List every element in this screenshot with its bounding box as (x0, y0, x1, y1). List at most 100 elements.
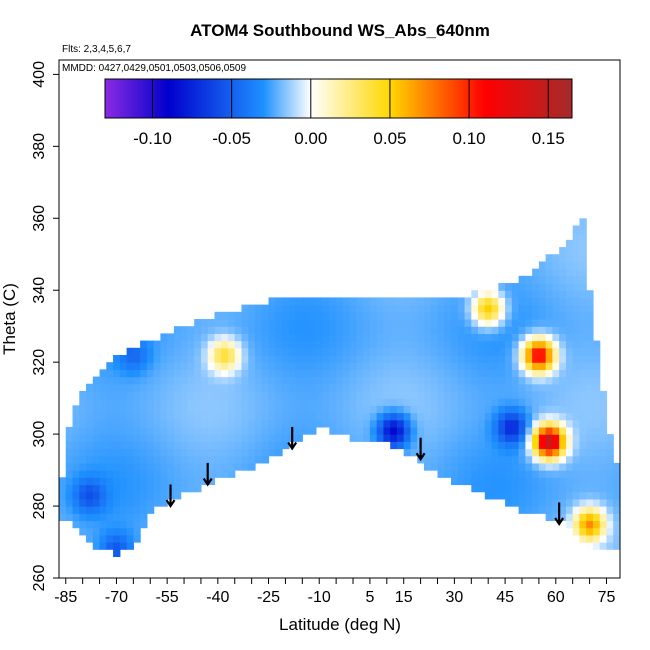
heatmap-cell (592, 434, 601, 442)
heatmap-cell (430, 455, 439, 464)
heatmap-cell (106, 462, 114, 471)
heatmap-cell (423, 369, 432, 378)
heatmap-cell (207, 340, 216, 349)
heatmap-cell (248, 405, 256, 414)
heatmap-cell (592, 376, 601, 385)
heatmap-cell (532, 376, 540, 385)
heatmap-cell (153, 434, 161, 442)
heatmap-cell (227, 398, 236, 406)
heatmap-cell (72, 448, 80, 457)
heatmap-cell (160, 484, 168, 493)
heatmap-cell (65, 434, 74, 442)
heatmap-cell (79, 477, 87, 486)
heatmap-cell (484, 419, 493, 428)
heatmap-cell (579, 362, 587, 370)
heatmap-cell (505, 297, 513, 306)
heatmap-cell (65, 484, 74, 493)
heatmap-cell (221, 333, 229, 342)
heatmap-cell (532, 398, 540, 406)
heatmap-cell (518, 369, 526, 378)
heatmap-cell (437, 398, 445, 406)
heatmap-cell (518, 275, 526, 284)
heatmap-cell (396, 426, 405, 435)
heatmap-cell (92, 434, 101, 442)
heatmap-cell (545, 319, 554, 327)
heatmap-cell (329, 340, 337, 349)
heatmap-cell (106, 520, 114, 529)
heatmap-cell (538, 333, 547, 342)
heatmap-cell (511, 362, 520, 370)
heatmap-cell (565, 390, 574, 399)
heatmap-cell (86, 520, 94, 529)
heatmap-cell (484, 470, 493, 478)
heatmap-cell (180, 434, 189, 442)
heatmap-cell (255, 347, 263, 356)
heatmap-cell (545, 419, 554, 428)
heatmap-cell (255, 455, 263, 464)
heatmap-cell (592, 527, 601, 536)
heatmap-cell (545, 398, 554, 406)
heatmap-cell (349, 434, 357, 442)
heatmap-cell (525, 369, 533, 378)
heatmap-cell (363, 376, 371, 385)
heatmap-cell (606, 534, 614, 543)
heatmap-cell (221, 434, 229, 442)
heatmap-cell (92, 398, 101, 406)
heatmap-cell (444, 383, 452, 392)
heatmap-cell (221, 419, 229, 428)
heatmap-cell (383, 347, 391, 356)
heatmap-cell (484, 434, 493, 442)
heatmap-cell (498, 448, 506, 457)
heatmap-cell (200, 369, 209, 378)
heatmap-cell (363, 434, 371, 442)
heatmap-cell (565, 261, 574, 270)
heatmap-cell (430, 383, 439, 392)
heatmap-cell (444, 426, 452, 435)
heatmap-cell (599, 520, 608, 529)
heatmap-cell (248, 419, 256, 428)
heatmap-cell (484, 290, 493, 299)
heatmap-cell (478, 311, 486, 320)
heatmap-cell (532, 448, 540, 457)
heatmap-cell (234, 398, 243, 406)
heatmap-cell (180, 477, 189, 486)
heatmap-cell (518, 470, 526, 478)
heatmap-cell (140, 498, 148, 507)
heatmap-cell (491, 311, 499, 320)
heatmap-cell (288, 412, 297, 421)
heatmap-cell (498, 319, 506, 327)
heatmap-cell (315, 383, 324, 392)
heatmap-cell (106, 426, 114, 435)
heatmap-cell (396, 333, 405, 342)
heatmap-cell (518, 340, 526, 349)
heatmap-cell (471, 448, 479, 457)
heatmap-cell (464, 376, 472, 385)
heatmap-cell (248, 326, 256, 334)
heatmap-cell (464, 419, 472, 428)
heatmap-cell (498, 455, 506, 464)
heatmap-cell (187, 354, 195, 363)
heatmap-cell (200, 441, 209, 450)
heatmap-cell (65, 426, 74, 435)
heatmap-cell (160, 462, 168, 471)
heatmap-cell (552, 484, 560, 493)
heatmap-cell (194, 333, 202, 342)
heatmap-cell (545, 383, 554, 392)
heatmap-cell (505, 477, 513, 486)
heatmap-cell (579, 225, 587, 234)
heatmap-cell (302, 376, 310, 385)
heatmap-cell (282, 347, 290, 356)
heatmap-cell (396, 390, 405, 399)
heatmap-cell (363, 390, 371, 399)
heatmap-cell (221, 383, 229, 392)
heatmap-cell (538, 354, 547, 363)
heatmap-cell (390, 398, 398, 406)
heatmap-cell (552, 448, 560, 457)
heatmap-cell (214, 434, 222, 442)
heatmap-cell (255, 354, 263, 363)
heatmap-cell (241, 354, 249, 363)
heatmap-cell (451, 412, 459, 421)
heatmap-cell (518, 398, 526, 406)
heatmap-cell (396, 304, 405, 313)
heatmap-cell (126, 491, 134, 500)
